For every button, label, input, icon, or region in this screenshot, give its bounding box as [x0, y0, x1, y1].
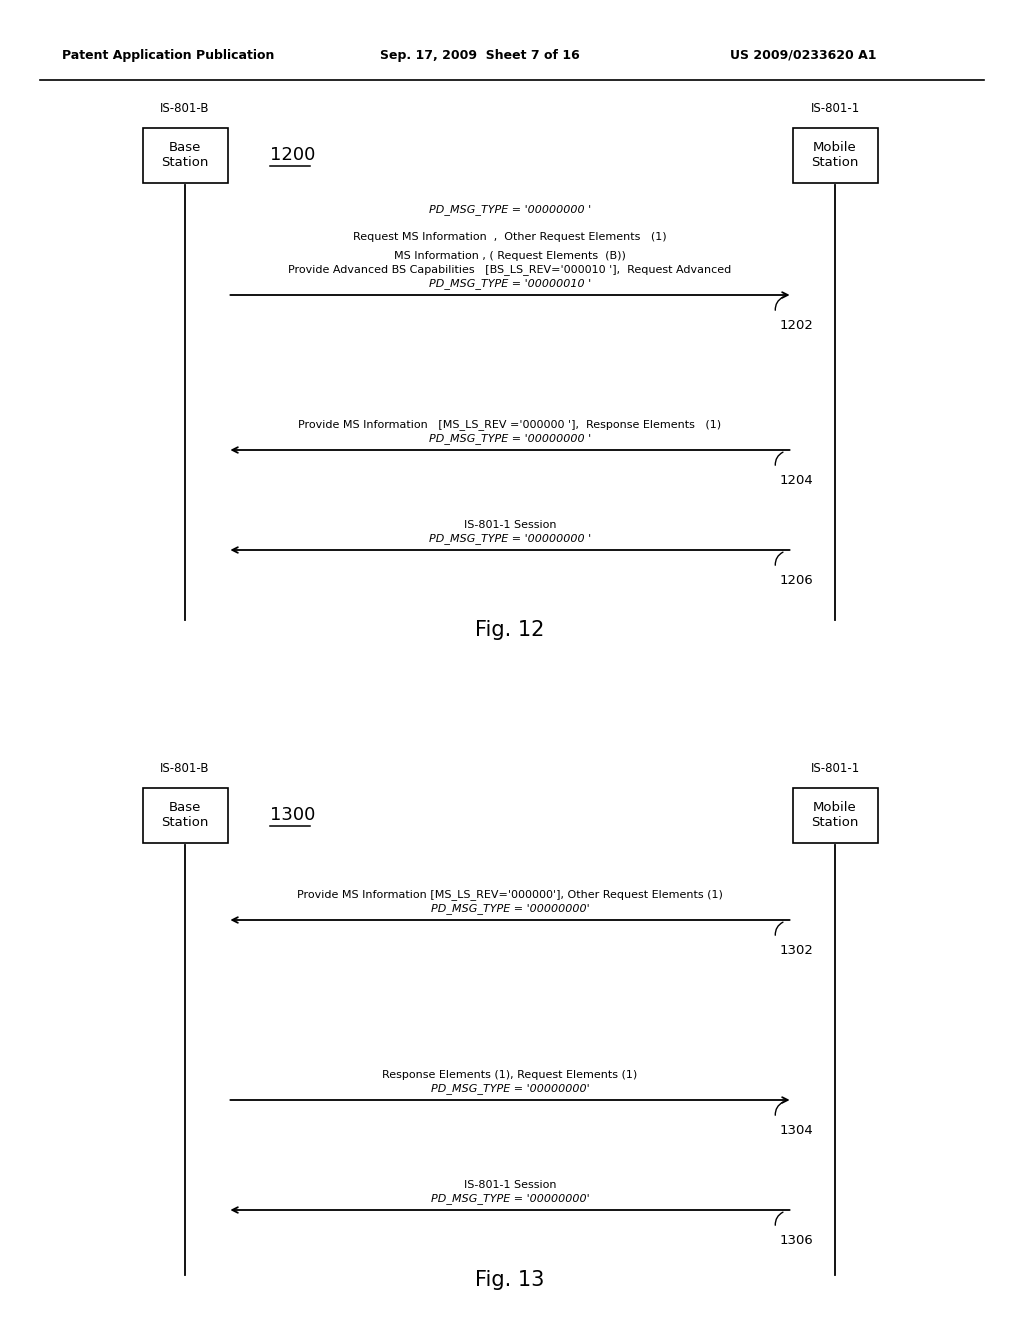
Text: Provide MS Information   [MS_LS_REV ='000000 '],  Response Elements   (1): Provide MS Information [MS_LS_REV ='0000… [298, 418, 722, 430]
Text: Sep. 17, 2009  Sheet 7 of 16: Sep. 17, 2009 Sheet 7 of 16 [380, 49, 580, 62]
Text: IS-801-1 Session: IS-801-1 Session [464, 520, 556, 531]
Text: 1306: 1306 [779, 1234, 813, 1247]
Text: Fig. 12: Fig. 12 [475, 620, 545, 640]
Text: IS-801-1: IS-801-1 [810, 763, 859, 776]
Text: 1204: 1204 [779, 474, 813, 487]
Text: PD_MSG_TYPE = '00000000': PD_MSG_TYPE = '00000000' [431, 903, 590, 913]
Text: Provide Advanced BS Capabilities   [BS_LS_REV='000010 '],  Request Advanced: Provide Advanced BS Capabilities [BS_LS_… [289, 264, 731, 275]
Bar [142, 128, 227, 182]
Text: Provide MS Information [MS_LS_REV='000000'], Other Request Elements (1): Provide MS Information [MS_LS_REV='00000… [297, 890, 723, 900]
Text: 1200: 1200 [270, 147, 315, 164]
Text: PD_MSG_TYPE = '00000000': PD_MSG_TYPE = '00000000' [431, 1084, 590, 1094]
Text: PD_MSG_TYPE = '00000000 ': PD_MSG_TYPE = '00000000 ' [429, 433, 591, 444]
Text: Request MS Information  ,  Other Request Elements   (1): Request MS Information , Other Request E… [353, 232, 667, 242]
Text: PD_MSG_TYPE = '00000000 ': PD_MSG_TYPE = '00000000 ' [429, 205, 591, 215]
Text: PD_MSG_TYPE = '00000000': PD_MSG_TYPE = '00000000' [431, 1193, 590, 1204]
Text: IS-801-1 Session: IS-801-1 Session [464, 1180, 556, 1191]
Text: Patent Application Publication: Patent Application Publication [62, 49, 274, 62]
Text: IS-801-B: IS-801-B [160, 763, 210, 776]
Text: Response Elements (1), Request Elements (1): Response Elements (1), Request Elements … [382, 1071, 638, 1080]
Bar [142, 788, 227, 842]
Text: IS-801-B: IS-801-B [160, 103, 210, 116]
Text: MS Information , ( Request Elements  (B)): MS Information , ( Request Elements (B)) [394, 251, 626, 261]
Text: US 2009/0233620 A1: US 2009/0233620 A1 [730, 49, 877, 62]
Text: Base
Station: Base Station [162, 141, 209, 169]
Text: PD_MSG_TYPE = '00000000 ': PD_MSG_TYPE = '00000000 ' [429, 533, 591, 544]
Text: 1304: 1304 [779, 1125, 813, 1137]
Text: 1302: 1302 [779, 944, 813, 957]
Text: 1202: 1202 [779, 319, 813, 333]
Bar [793, 128, 878, 182]
Text: Fig. 13: Fig. 13 [475, 1270, 545, 1290]
Text: 1206: 1206 [779, 574, 813, 587]
Text: PD_MSG_TYPE = '00000010 ': PD_MSG_TYPE = '00000010 ' [429, 279, 591, 289]
Text: 1300: 1300 [270, 807, 315, 824]
Text: Base
Station: Base Station [162, 801, 209, 829]
Text: IS-801-1: IS-801-1 [810, 103, 859, 116]
Bar [793, 788, 878, 842]
Text: Mobile
Station: Mobile Station [811, 141, 859, 169]
Text: Mobile
Station: Mobile Station [811, 801, 859, 829]
